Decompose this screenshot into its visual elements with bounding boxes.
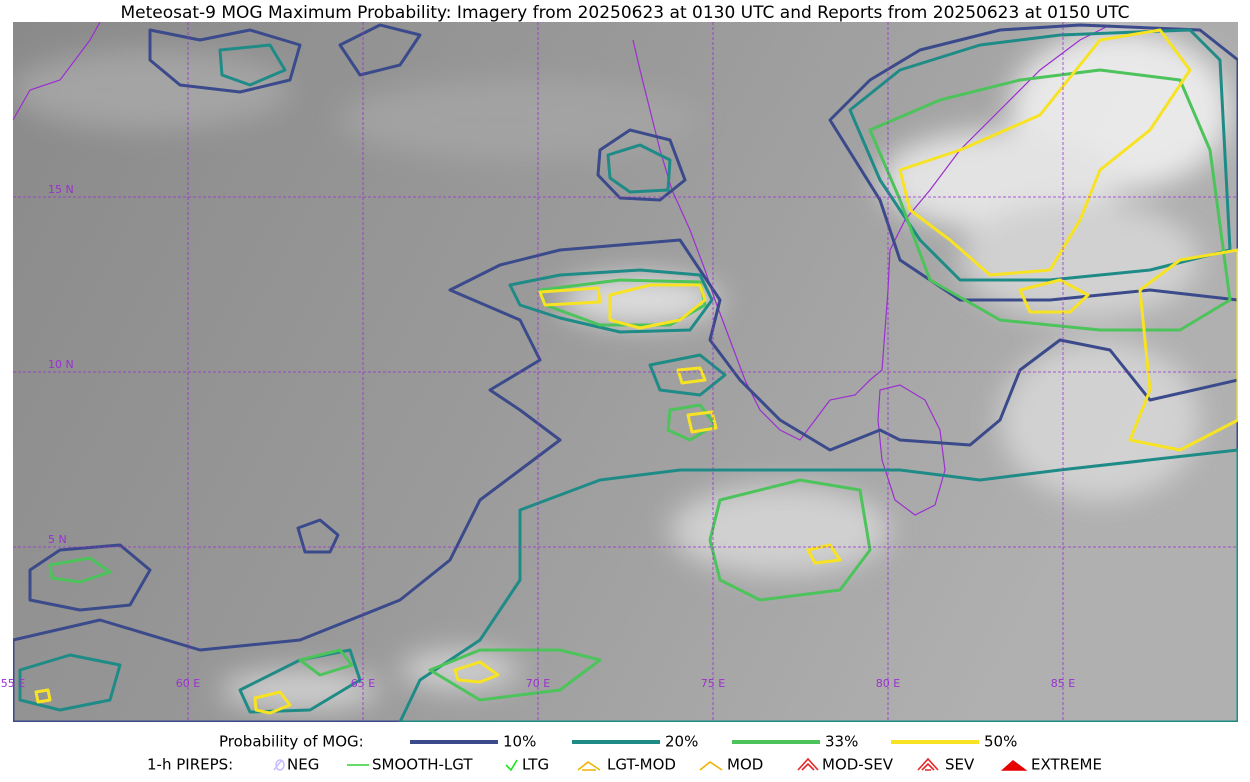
contour-50 [898,28,1192,277]
map [13,22,1238,722]
contour-50 [676,366,707,385]
contour-10 [13,238,1238,722]
pirep-symbol [273,759,285,771]
pirep-symbol [505,759,518,772]
legend-label: 33% [825,733,858,751]
legend-label: MOD-SEV [822,756,894,774]
legend-label: 10% [503,733,536,751]
contour-33 [868,68,1232,332]
legend-label: EXTREME [1031,756,1102,774]
legend-label: 50% [984,733,1017,751]
contour-20 [648,353,727,397]
graticule [13,22,1238,722]
contour-10 [296,518,340,554]
lat-label: 15 N [48,183,74,196]
lon-label: 80 E [876,677,900,690]
lon-label: 60 E [176,677,200,690]
legend: Probability of MOG: 10% 20% 33% 50% 1-h PIREP… [147,733,1102,774]
contour-10 [338,23,422,77]
contour-20 [218,43,287,87]
lon-label: 70 E [526,677,550,690]
pirep-symbol [699,761,723,771]
contour-20 [508,268,714,334]
contour-10 [596,128,687,202]
lon-label: 85 E [1051,677,1075,690]
legend-title: Probability of MOG: [219,733,364,751]
contour-33 [48,556,112,584]
legend-label: 20% [665,733,698,751]
lat-label: 5 N [48,533,67,546]
contour-50 [1128,248,1238,452]
lon-label: 75 E [701,677,725,690]
contour-10 [28,543,152,612]
coastline [13,22,1111,516]
contour-20 [398,448,1238,722]
contour-20 [18,653,122,712]
lon-label: 55 E [1,677,25,690]
pirep-symbol [917,757,939,771]
legend-label: LGT-MOD [607,756,676,774]
contour-10 [828,23,1238,302]
graticule-labels: 15 N 10 N 5 N 55 E 60 E 65 E 70 E 75 E 80 E 85 E [1,183,1075,690]
contour-50 [686,410,718,434]
pirep-symbol [1000,759,1028,771]
title: Meteosat-9 MOG Maximum Probability: Imag… [120,3,1129,23]
legend-label: SEV [945,756,975,774]
contour-10 [148,28,302,94]
contours [13,23,1238,722]
legend-label: SMOOTH-LGT [372,756,473,774]
contour-50 [1018,278,1090,314]
legend-label: MOD [727,756,763,774]
legend-label: LTG [522,756,549,774]
lon-label: 65 E [351,677,375,690]
contour-50 [34,688,52,704]
contour-50 [538,286,602,307]
contour-50 [453,660,500,684]
contour-33 [428,648,602,702]
contour-33 [298,648,354,677]
legend-label: NEG [287,756,319,774]
legend-title: 1-h PIREPS: [147,756,233,774]
pirep-symbol [797,757,819,771]
contour-50 [253,690,292,715]
contour-50 [608,283,707,330]
contour-50 [806,543,842,565]
lat-label: 10 N [48,358,74,371]
pirep-symbol [577,761,601,771]
contour-20 [606,143,672,194]
contour-33 [666,403,717,442]
